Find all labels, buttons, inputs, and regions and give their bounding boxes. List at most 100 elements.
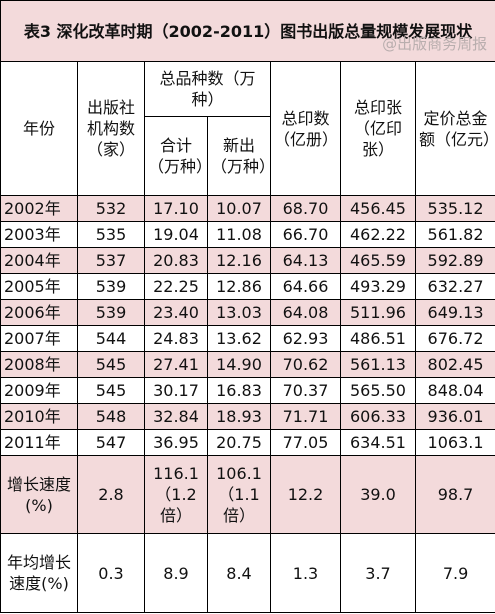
cell: 539 bbox=[77, 299, 145, 326]
cell: 66.70 bbox=[270, 221, 341, 248]
cell: 23.40 bbox=[144, 299, 208, 326]
cell: 561.82 bbox=[414, 221, 495, 248]
cell: 2.8 bbox=[77, 455, 145, 534]
header-cell: 定价总金额（亿元） bbox=[414, 61, 495, 196]
row-label: 2010年 bbox=[0, 403, 78, 430]
title-cell: 表3 深化改革时期（2002-2011）图书出版总量规模发展现状 @出版商务周报 bbox=[0, 0, 495, 62]
cell: 8.9 bbox=[144, 533, 208, 613]
cell: 8.4 bbox=[207, 533, 271, 613]
cell: 802.45 bbox=[414, 351, 495, 378]
cell: 13.62 bbox=[207, 325, 271, 352]
cell: 632.27 bbox=[414, 273, 495, 300]
cell: 70.62 bbox=[270, 351, 341, 378]
cell: 634.51 bbox=[340, 429, 416, 456]
cell: 545 bbox=[77, 377, 145, 404]
row-label: 2008年 bbox=[0, 351, 78, 378]
row-label: 2002年 bbox=[0, 195, 78, 222]
cell: 7.9 bbox=[414, 533, 495, 613]
cell: 70.37 bbox=[270, 377, 341, 404]
header-cell: 总品种数（万种） bbox=[144, 61, 271, 117]
cell: 116.1（1.2倍） bbox=[144, 455, 208, 534]
cell: 98.7 bbox=[414, 455, 495, 534]
cell: 548 bbox=[77, 403, 145, 430]
cell: 19.04 bbox=[144, 221, 208, 248]
table-row: 2005年 539 22.25 12.86 64.66 493.29 632.27 bbox=[0, 273, 495, 300]
cell: 68.70 bbox=[270, 195, 341, 222]
cell: 465.59 bbox=[340, 247, 416, 274]
cell: 592.89 bbox=[414, 247, 495, 274]
cell: 456.45 bbox=[340, 195, 416, 222]
cell: 77.05 bbox=[270, 429, 341, 456]
table-row: 2008年 545 27.41 14.90 70.62 561.13 802.45 bbox=[0, 351, 495, 378]
cell: 27.41 bbox=[144, 351, 208, 378]
row-label: 增长速度(%) bbox=[0, 455, 78, 534]
cell: 39.0 bbox=[340, 455, 416, 534]
cell: 62.93 bbox=[270, 325, 341, 352]
table-row: 增长速度(%) 2.8 116.1（1.2倍） 106.1（1.1倍） 12.2 39.0… bbox=[0, 455, 495, 534]
table-row: 2004年 537 20.83 12.16 64.13 465.59 592.89 bbox=[0, 247, 495, 274]
row-label: 2011年 bbox=[0, 429, 78, 456]
row-label: 2006年 bbox=[0, 299, 78, 326]
cell: 71.71 bbox=[270, 403, 341, 430]
table-row: 2006年 539 23.40 13.03 64.08 511.96 649.13 bbox=[0, 299, 495, 326]
cell: 18.93 bbox=[207, 403, 271, 430]
cell: 20.75 bbox=[207, 429, 271, 456]
row-label: 2004年 bbox=[0, 247, 78, 274]
cell: 30.17 bbox=[144, 377, 208, 404]
row-label: 2005年 bbox=[0, 273, 78, 300]
header-cell: 总印数（亿册） bbox=[270, 61, 341, 196]
row-label: 2007年 bbox=[0, 325, 78, 352]
cell: 32.84 bbox=[144, 403, 208, 430]
cell: 36.95 bbox=[144, 429, 208, 456]
cell: 511.96 bbox=[340, 299, 416, 326]
header-cell: 新出（万种） bbox=[207, 116, 271, 196]
cell: 535 bbox=[77, 221, 145, 248]
cell: 12.86 bbox=[207, 273, 271, 300]
cell: 532 bbox=[77, 195, 145, 222]
watermark: @出版商务周报 bbox=[382, 35, 488, 53]
table-row: 2011年 547 36.95 20.75 77.05 634.51 1063.1 bbox=[0, 429, 495, 456]
cell: 539 bbox=[77, 273, 145, 300]
cell: 16.83 bbox=[207, 377, 271, 404]
cell: 106.1（1.1倍） bbox=[207, 455, 271, 534]
header-cell: 年份 bbox=[0, 61, 78, 196]
cell: 0.3 bbox=[77, 533, 145, 613]
row-label: 年均增长速度(%) bbox=[0, 533, 78, 613]
cell: 14.90 bbox=[207, 351, 271, 378]
header-cell: 合计（万种） bbox=[144, 116, 208, 196]
cell: 13.03 bbox=[207, 299, 271, 326]
cell: 486.51 bbox=[340, 325, 416, 352]
cell: 12.2 bbox=[270, 455, 341, 534]
cell: 545 bbox=[77, 351, 145, 378]
table-row: 2003年 535 19.04 11.08 66.70 462.22 561.82 bbox=[0, 221, 495, 248]
cell: 12.16 bbox=[207, 247, 271, 274]
table-row: 2009年 545 30.17 16.83 70.37 565.50 848.04 bbox=[0, 377, 495, 404]
row-label: 2003年 bbox=[0, 221, 78, 248]
cell: 848.04 bbox=[414, 377, 495, 404]
cell: 20.83 bbox=[144, 247, 208, 274]
table-row: 2010年 548 32.84 18.93 71.71 606.33 936.01 bbox=[0, 403, 495, 430]
cell: 10.07 bbox=[207, 195, 271, 222]
header-cell: 出版社机构数（家） bbox=[77, 61, 145, 196]
table-row: 2002年 532 17.10 10.07 68.70 456.45 535.12 bbox=[0, 195, 495, 222]
cell: 64.66 bbox=[270, 273, 341, 300]
cell: 3.7 bbox=[340, 533, 416, 613]
cell: 11.08 bbox=[207, 221, 271, 248]
cell: 936.01 bbox=[414, 403, 495, 430]
table-row: 年均增长速度(%) 0.3 8.9 8.4 1.3 3.7 7.9 bbox=[0, 533, 495, 613]
table-row: 2007年 544 24.83 13.62 62.93 486.51 676.72 bbox=[0, 325, 495, 352]
title: 表3 深化改革时期（2002-2011）图书出版总量规模发展现状 bbox=[23, 21, 473, 41]
cell: 535.12 bbox=[414, 195, 495, 222]
row-label: 2009年 bbox=[0, 377, 78, 404]
cell: 17.10 bbox=[144, 195, 208, 222]
cell: 537 bbox=[77, 247, 145, 274]
cell: 561.13 bbox=[340, 351, 416, 378]
cell: 547 bbox=[77, 429, 145, 456]
cell: 544 bbox=[77, 325, 145, 352]
cell: 64.08 bbox=[270, 299, 341, 326]
cell: 493.29 bbox=[340, 273, 416, 300]
cell: 1.3 bbox=[270, 533, 341, 613]
cell: 606.33 bbox=[340, 403, 416, 430]
